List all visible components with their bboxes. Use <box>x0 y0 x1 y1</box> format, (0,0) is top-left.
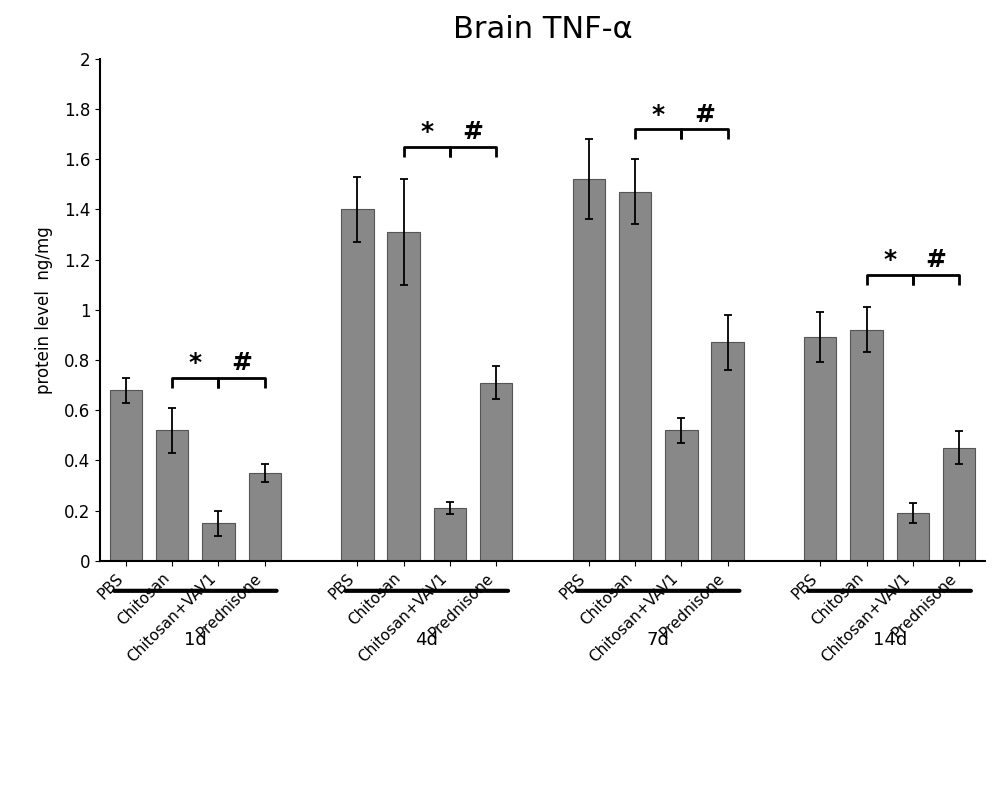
Text: 14d: 14d <box>873 631 907 649</box>
Bar <box>897 513 929 561</box>
Text: #: # <box>231 351 252 375</box>
Text: 4d: 4d <box>415 631 438 649</box>
Text: #: # <box>925 248 946 272</box>
Bar <box>850 330 883 561</box>
Bar <box>202 523 235 561</box>
Y-axis label: protein level  ng/mg: protein level ng/mg <box>35 226 53 393</box>
Text: #: # <box>694 103 715 127</box>
Text: *: * <box>189 351 202 375</box>
Bar <box>804 337 836 561</box>
Bar <box>249 473 281 561</box>
Title: Brain TNF-α: Brain TNF-α <box>453 15 632 44</box>
Text: *: * <box>420 120 433 144</box>
Text: *: * <box>652 103 665 127</box>
Bar <box>434 508 466 561</box>
Bar <box>711 342 744 561</box>
Bar <box>387 232 420 561</box>
Text: #: # <box>463 120 484 144</box>
Bar <box>110 390 142 561</box>
Bar <box>619 191 651 561</box>
Bar <box>573 179 605 561</box>
Text: *: * <box>883 248 896 272</box>
Bar <box>943 448 975 561</box>
Bar <box>156 430 188 561</box>
Bar <box>480 383 512 561</box>
Bar <box>665 430 698 561</box>
Text: 7d: 7d <box>647 631 670 649</box>
Bar <box>341 209 374 561</box>
Text: 1d: 1d <box>184 631 207 649</box>
